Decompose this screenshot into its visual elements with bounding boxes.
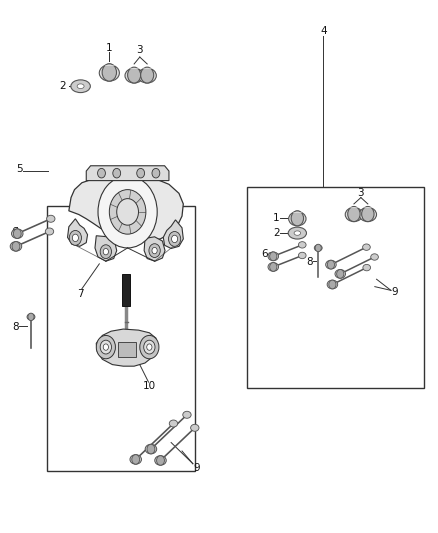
Ellipse shape (314, 245, 322, 251)
Ellipse shape (138, 68, 156, 83)
Bar (122, 274, 130, 306)
Ellipse shape (125, 68, 143, 83)
Ellipse shape (169, 420, 178, 427)
Ellipse shape (71, 80, 90, 93)
Ellipse shape (298, 252, 306, 259)
Ellipse shape (327, 280, 338, 289)
Circle shape (152, 247, 157, 254)
Bar (118, 342, 136, 357)
Text: 8: 8 (12, 322, 19, 333)
Circle shape (329, 280, 336, 289)
Ellipse shape (46, 215, 55, 222)
Ellipse shape (289, 212, 306, 226)
Ellipse shape (363, 264, 371, 271)
Polygon shape (86, 166, 169, 181)
Ellipse shape (27, 314, 35, 320)
Ellipse shape (145, 445, 157, 454)
Circle shape (348, 206, 360, 222)
Ellipse shape (10, 241, 22, 251)
Ellipse shape (183, 411, 191, 418)
Circle shape (140, 335, 159, 359)
Circle shape (103, 248, 109, 255)
Text: 2: 2 (59, 81, 66, 91)
Circle shape (169, 231, 181, 246)
Polygon shape (95, 236, 117, 261)
Ellipse shape (288, 227, 307, 239)
Ellipse shape (268, 263, 279, 271)
Polygon shape (69, 175, 184, 241)
Ellipse shape (45, 228, 54, 235)
Text: 1: 1 (273, 213, 280, 223)
Ellipse shape (99, 65, 120, 81)
Circle shape (98, 176, 157, 248)
Circle shape (100, 340, 112, 354)
Circle shape (28, 313, 34, 320)
Polygon shape (96, 329, 157, 366)
Circle shape (96, 335, 116, 359)
Circle shape (149, 244, 160, 257)
Circle shape (13, 229, 21, 238)
Circle shape (12, 241, 20, 251)
Ellipse shape (294, 231, 300, 235)
Ellipse shape (371, 254, 378, 260)
Text: 3: 3 (137, 45, 143, 55)
Circle shape (337, 270, 344, 278)
Polygon shape (163, 220, 184, 248)
Circle shape (100, 245, 112, 259)
Circle shape (72, 234, 78, 241)
Text: 9: 9 (392, 287, 398, 297)
Circle shape (152, 168, 160, 178)
Circle shape (103, 344, 109, 350)
Ellipse shape (345, 207, 363, 222)
Ellipse shape (298, 241, 306, 248)
Ellipse shape (130, 455, 141, 464)
Ellipse shape (268, 252, 279, 261)
Circle shape (137, 168, 145, 178)
Circle shape (132, 455, 140, 464)
Text: 7: 7 (77, 289, 84, 299)
Text: 6: 6 (11, 227, 18, 237)
Text: 2: 2 (273, 228, 280, 238)
Polygon shape (67, 219, 88, 246)
Circle shape (102, 63, 117, 81)
Ellipse shape (335, 270, 346, 278)
Circle shape (127, 67, 141, 83)
Text: 5: 5 (16, 165, 23, 174)
Circle shape (327, 260, 335, 269)
Circle shape (172, 235, 178, 243)
Ellipse shape (77, 84, 84, 88)
Circle shape (157, 456, 164, 465)
Ellipse shape (359, 207, 377, 222)
Circle shape (110, 190, 146, 234)
Text: 4: 4 (320, 26, 327, 36)
Circle shape (147, 344, 152, 350)
Ellipse shape (11, 229, 23, 238)
Polygon shape (144, 237, 165, 261)
Ellipse shape (363, 244, 370, 251)
Circle shape (315, 244, 321, 252)
Circle shape (69, 230, 81, 245)
Circle shape (147, 445, 155, 454)
Circle shape (270, 252, 277, 261)
Circle shape (144, 340, 155, 354)
Circle shape (113, 168, 120, 178)
Circle shape (291, 211, 304, 226)
Circle shape (362, 206, 374, 222)
Text: 3: 3 (357, 188, 364, 198)
Circle shape (270, 263, 277, 271)
Text: 1: 1 (106, 43, 113, 53)
Bar (47, 206, 195, 471)
Text: 9: 9 (193, 463, 200, 473)
Text: 10: 10 (143, 381, 156, 391)
Ellipse shape (191, 424, 199, 431)
Text: 6: 6 (261, 249, 268, 260)
Circle shape (141, 67, 154, 83)
Circle shape (117, 199, 138, 225)
Ellipse shape (326, 260, 336, 269)
Text: 8: 8 (306, 257, 312, 267)
Circle shape (98, 168, 106, 178)
Ellipse shape (155, 456, 166, 465)
Bar (247, 187, 424, 389)
